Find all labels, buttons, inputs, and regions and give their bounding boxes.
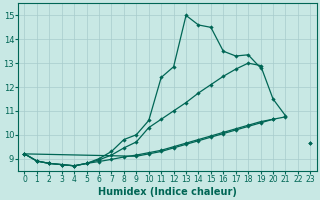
- X-axis label: Humidex (Indice chaleur): Humidex (Indice chaleur): [98, 187, 237, 197]
